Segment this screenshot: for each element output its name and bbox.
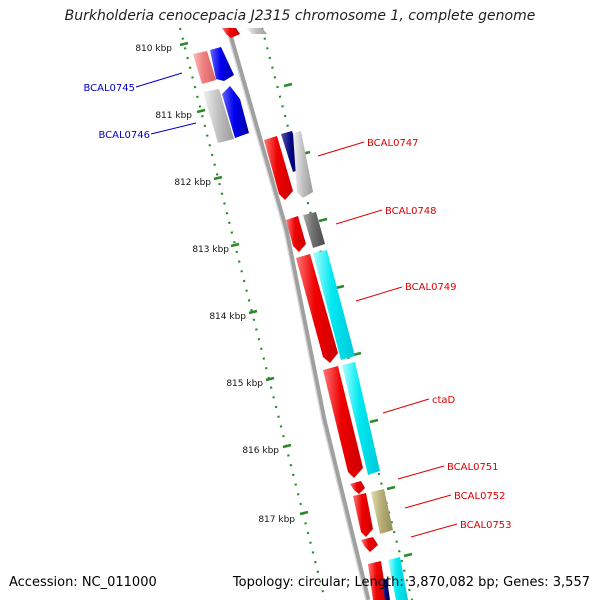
gene-arrow-grey[interactable] bbox=[203, 89, 234, 143]
chromosome-backbone-highlight bbox=[225, 27, 367, 600]
kbp-tick bbox=[299, 510, 309, 516]
gene-label[interactable]: ctaD bbox=[432, 395, 456, 406]
leader-line bbox=[150, 122, 197, 135]
scale-label: 813 kbp bbox=[192, 245, 229, 255]
kbp-tick bbox=[403, 552, 413, 558]
gene-arrow-navy[interactable] bbox=[382, 579, 390, 600]
gene-label[interactable]: BCAL0752 bbox=[454, 491, 506, 502]
gene-arrow-red[interactable] bbox=[353, 493, 373, 537]
tick-track-left bbox=[178, 27, 327, 600]
leader-line bbox=[335, 209, 383, 225]
kbp-tick bbox=[248, 309, 258, 315]
kbp-tick bbox=[265, 376, 275, 382]
kbp-tick bbox=[386, 485, 396, 491]
genome-summary-text: Topology: circular; Length: 3,870,082 bp… bbox=[232, 575, 590, 590]
scale-label: 811 kbp bbox=[155, 111, 192, 121]
gene-arrow-cyan[interactable] bbox=[313, 250, 355, 360]
leader-line bbox=[317, 141, 365, 157]
scale-label: 812 kbp bbox=[174, 178, 211, 188]
kbp-tick bbox=[213, 175, 223, 181]
gene-arrow-olive[interactable] bbox=[371, 489, 393, 534]
kbp-tick bbox=[369, 418, 379, 424]
gene-arrow-blue[interactable] bbox=[210, 47, 234, 81]
map-title: Burkholderia cenocepacia J2315 chromosom… bbox=[64, 8, 536, 24]
leader-line bbox=[355, 286, 403, 302]
leader-line bbox=[404, 494, 452, 509]
gene-arrow-pink[interactable] bbox=[193, 51, 216, 84]
gene-label[interactable]: BCAL0749 bbox=[405, 282, 457, 293]
kbp-tick bbox=[179, 41, 189, 47]
kbp-tick bbox=[283, 82, 293, 88]
scale-label: 816 kbp bbox=[242, 446, 279, 456]
gene-features bbox=[193, 28, 408, 600]
accession-text: Accession: NC_011000 bbox=[9, 575, 157, 590]
gene-arrow-red[interactable] bbox=[264, 136, 293, 200]
gene-label[interactable]: BCAL0748 bbox=[385, 206, 437, 217]
scale-label: 814 kbp bbox=[209, 312, 246, 322]
gene-arrow-red[interactable] bbox=[323, 366, 363, 478]
gene-arrow-red[interactable] bbox=[222, 28, 240, 38]
gene-arrow-red[interactable] bbox=[296, 254, 338, 363]
leader-line bbox=[410, 523, 458, 538]
gene-arrow-grey[interactable] bbox=[246, 28, 267, 34]
gene-arrow-blue[interactable] bbox=[222, 86, 249, 138]
leader-line bbox=[397, 465, 445, 480]
gene-label[interactable]: BCAL0746 bbox=[98, 130, 150, 141]
gene-label[interactable]: BCAL0753 bbox=[460, 520, 512, 531]
chromosome-backbone bbox=[225, 27, 371, 600]
label-leaders bbox=[135, 72, 458, 538]
gene-arrow-cyan[interactable] bbox=[388, 557, 408, 600]
leader-line bbox=[135, 72, 183, 88]
gene-arrow-darkgrey[interactable] bbox=[303, 212, 325, 248]
gene-arrow-red[interactable] bbox=[368, 561, 387, 600]
leader-line bbox=[382, 398, 430, 414]
kbp-tick bbox=[282, 443, 292, 449]
gene-arrow-red[interactable] bbox=[361, 537, 378, 552]
gene-label[interactable]: BCAL0751 bbox=[447, 462, 499, 473]
kbp-tick bbox=[230, 242, 240, 248]
kbp-tick bbox=[196, 108, 206, 114]
gene-arrow-red[interactable] bbox=[350, 481, 365, 494]
gene-label[interactable]: BCAL0747 bbox=[367, 138, 419, 149]
kbp-tick bbox=[335, 284, 345, 290]
kbp-tick bbox=[318, 217, 328, 223]
scale-label: 815 kbp bbox=[226, 379, 263, 389]
gene-label[interactable]: BCAL0745 bbox=[83, 83, 135, 94]
gene-arrow-cyan[interactable] bbox=[342, 362, 380, 475]
scale-label: 810 kbp bbox=[135, 44, 172, 54]
gene-arrow-red[interactable] bbox=[286, 216, 306, 252]
scale-label: 817 kbp bbox=[258, 515, 295, 525]
gene-arrow-grey[interactable] bbox=[293, 131, 313, 198]
